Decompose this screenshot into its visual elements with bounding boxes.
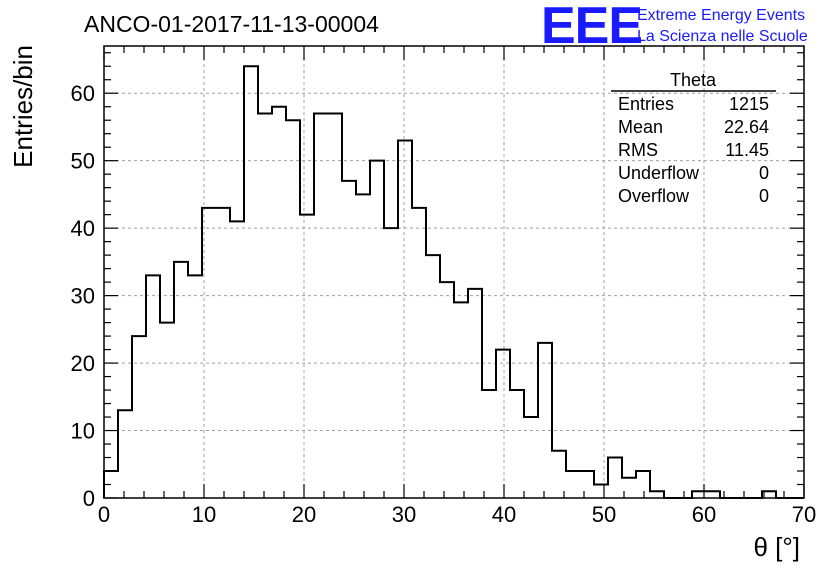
histogram-bin	[566, 471, 580, 498]
stats-title: Theta	[670, 70, 717, 90]
stats-label: Overflow	[618, 186, 690, 206]
histogram-bin	[412, 208, 426, 498]
chart-title: ANCO-01-2017-11-13-00004	[84, 11, 379, 37]
histogram-bin	[608, 458, 622, 498]
histogram-bin	[650, 491, 664, 498]
histogram-bin	[552, 451, 566, 498]
axes-box	[103, 45, 805, 499]
stats-value: 0	[759, 163, 769, 183]
logo-line-2: La Scienza nelle Scuole	[637, 28, 808, 45]
x-tick-label: 40	[492, 502, 516, 527]
x-tick-label: 30	[392, 502, 416, 527]
x-tick-label: 70	[792, 502, 816, 527]
y-tick-label: 10	[71, 419, 95, 444]
histogram-bin	[174, 262, 188, 498]
histogram-bin	[594, 485, 608, 498]
histogram-bin	[356, 194, 370, 498]
histogram-bin	[314, 113, 328, 498]
x-tick-labels: 0 10 20 30 40 50 60 70	[98, 502, 816, 527]
histogram-bin	[524, 417, 538, 498]
stats-label: Underflow	[618, 163, 700, 183]
histogram-bin	[706, 491, 720, 498]
histogram-bin	[300, 215, 314, 498]
y-tick-label: 40	[71, 216, 95, 241]
histogram-bars	[103, 65, 804, 499]
histogram-bin	[538, 343, 552, 498]
stats-box: Theta Entries 1215 Mean 22.64 RMS 11.45 Underf…	[611, 70, 776, 206]
y-tick-label: 30	[71, 284, 95, 309]
histogram-bin	[286, 120, 300, 498]
logo-line-1: Extreme Energy Events	[637, 7, 805, 24]
x-axis-title: θ [°]	[753, 532, 800, 562]
histogram-bin	[370, 161, 384, 498]
histogram-bin	[496, 350, 510, 498]
x-tick-label: 50	[592, 502, 616, 527]
stats-label: Mean	[618, 117, 663, 137]
histogram-bin	[202, 208, 216, 498]
x-tick-label: 20	[292, 502, 316, 527]
y-tick-label: 60	[71, 81, 95, 106]
stats-value: 1215	[729, 94, 769, 114]
histogram-bin	[440, 282, 454, 498]
histogram-bin	[188, 275, 202, 498]
histogram-bin	[398, 140, 412, 498]
axis-ticks	[103, 46, 805, 499]
histogram-bin	[160, 323, 174, 498]
histogram-bin	[146, 275, 160, 498]
histogram-bin	[426, 255, 440, 498]
histogram-bin	[272, 107, 286, 498]
y-tick-label: 20	[71, 351, 95, 376]
histogram-bin	[580, 471, 594, 498]
histogram-bin	[132, 336, 146, 498]
histogram-bin	[468, 289, 482, 498]
histogram-bin	[328, 113, 342, 498]
histogram-bin	[258, 113, 272, 498]
histogram-bin	[454, 302, 468, 498]
y-axis-title: Entries/bin	[8, 45, 38, 168]
stats-value: 0	[759, 186, 769, 206]
stats-label: RMS	[618, 140, 658, 160]
stats-label: Entries	[618, 94, 674, 114]
histogram-bin	[482, 390, 496, 498]
stats-value: 22.64	[724, 117, 769, 137]
x-tick-label: 0	[98, 502, 110, 527]
stats-value: 11.45	[725, 140, 769, 160]
x-tick-label: 10	[192, 502, 216, 527]
y-tick-label: 50	[71, 149, 95, 174]
histogram-bin	[216, 208, 230, 498]
x-tick-label: 60	[692, 502, 716, 527]
histogram-bin	[342, 181, 356, 498]
histogram-bin	[118, 410, 132, 498]
eee-logo: EEE Extreme Energy Events La Scienza nel…	[541, 0, 808, 55]
histogram-bin	[636, 471, 650, 498]
histogram-bin	[510, 390, 524, 498]
histogram-outline	[103, 65, 804, 499]
histogram-bin	[384, 228, 398, 498]
plot-frame	[103, 45, 805, 499]
y-tick-label: 0	[83, 486, 95, 511]
y-tick-labels: 0 10 20 30 40 50 60	[71, 81, 95, 511]
histogram-bin	[230, 221, 244, 498]
histogram-bin	[244, 66, 258, 498]
